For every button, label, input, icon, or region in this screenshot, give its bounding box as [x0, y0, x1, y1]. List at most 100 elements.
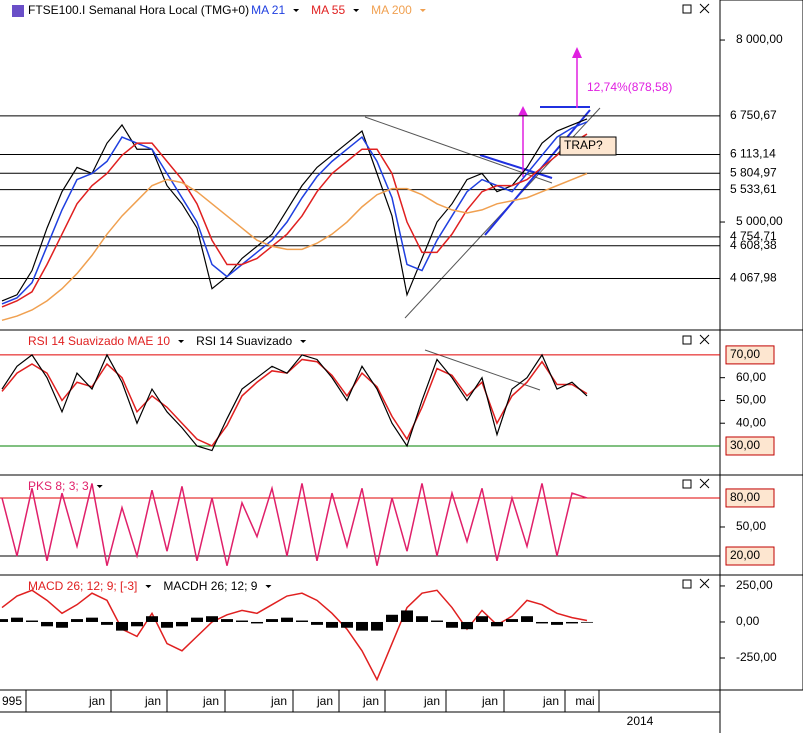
histogram-bar	[581, 621, 593, 623]
histogram-bar	[341, 621, 353, 628]
y-tick-label: 8 000,00	[736, 32, 783, 46]
symbol-icon	[12, 5, 24, 17]
histogram-bar	[11, 617, 23, 622]
legend-entry: RSI 14 Suavizado	[196, 334, 292, 348]
histogram-bar	[206, 616, 218, 622]
annotation: TRAP?	[564, 138, 603, 152]
histogram-bar	[86, 617, 98, 622]
histogram-bar	[131, 621, 143, 627]
histogram-bar	[386, 614, 398, 622]
level-label: 30,00	[730, 438, 760, 452]
histogram-bar	[311, 621, 323, 625]
histogram-bar	[266, 619, 278, 622]
time-label: 995	[2, 694, 22, 708]
histogram-bar	[116, 621, 128, 631]
histogram-bar	[71, 619, 83, 622]
series-line	[1, 358, 588, 447]
histogram-bar	[281, 617, 293, 622]
series-line	[1, 353, 588, 452]
y-tick-label: 50,00	[736, 519, 766, 533]
histogram-bar	[431, 620, 443, 622]
histogram-bar	[551, 621, 563, 625]
level-label: 4 067,98	[730, 271, 777, 285]
histogram-bar	[101, 621, 113, 625]
histogram-bar	[161, 621, 173, 628]
level-label-box	[725, 345, 775, 365]
level-label: 4 608,38	[730, 238, 777, 252]
series-line	[1, 121, 588, 305]
legend-entry: MACD 26; 12; 9; [-3]	[28, 579, 137, 593]
histogram-bar	[236, 620, 248, 622]
histogram-bar	[0, 619, 8, 622]
legend-entry: RSI 14 Suavizado MAE 10	[28, 334, 170, 348]
histogram-bar	[221, 619, 233, 622]
legend-entry: PKS 8; 3; 3	[28, 479, 89, 493]
histogram-bar	[401, 610, 413, 622]
legend-entry: MA 21	[251, 3, 285, 17]
chart-title: FTSE100.I Semanal Hora Local (TMG+0)	[28, 3, 249, 17]
y-tick-label: 5 000,00	[736, 214, 783, 228]
legend-dropdown	[353, 9, 360, 12]
y-tick-label: 250,00	[736, 578, 773, 592]
histogram-bar	[491, 621, 503, 627]
level-label: 4 754,71	[730, 229, 777, 243]
level-label-box	[725, 488, 775, 508]
y-tick-label: 40,00	[736, 415, 766, 429]
histogram-bar	[56, 621, 68, 628]
histogram-bar	[461, 621, 473, 630]
histogram-bar	[476, 616, 488, 622]
trendlines	[364, 47, 601, 391]
level-label: 80,00	[730, 490, 760, 504]
legend-dropdown	[293, 9, 300, 12]
legend-dropdown	[300, 340, 307, 343]
legend-dropdown	[96, 485, 103, 488]
histogram-bar	[506, 619, 518, 622]
histogram-bar	[356, 621, 368, 631]
level-label-box	[725, 436, 775, 456]
level-label: 6 750,67	[730, 108, 777, 122]
histogram-bar	[26, 620, 38, 622]
histogram-bar	[296, 620, 308, 622]
time-label: jan	[316, 694, 333, 708]
histogram-bar	[371, 621, 383, 631]
legend-dropdown	[145, 585, 152, 588]
y-tick-label: 0,00	[736, 614, 760, 628]
legend-dropdown	[419, 9, 426, 12]
histogram-bar	[191, 617, 203, 622]
legend-entry: MACDH 26; 12; 9	[163, 579, 257, 593]
level-label-box	[725, 546, 775, 566]
histogram-bar	[41, 621, 53, 627]
time-label: jan	[88, 694, 105, 708]
histogram-bar	[146, 616, 158, 622]
time-label: jan	[270, 694, 287, 708]
time-label: jan	[202, 694, 219, 708]
legend-entry: MA 200	[371, 3, 412, 17]
annotation: 12,74%(878,58)	[587, 80, 672, 94]
panel-borders	[0, 329, 803, 733]
series-line	[1, 483, 588, 566]
y-tick-label: -250,00	[736, 650, 777, 664]
annotation-box	[559, 136, 617, 156]
series-line	[1, 133, 588, 308]
histogram-bar	[536, 621, 548, 624]
series-line	[1, 172, 588, 322]
legend-dropdown	[265, 585, 272, 588]
level-label: 20,00	[730, 548, 760, 562]
histogram-bar	[176, 621, 188, 627]
histogram-bar	[416, 616, 428, 622]
time-label: jan	[144, 694, 161, 708]
histogram-bar	[326, 621, 338, 628]
level-label: 5 804,97	[730, 165, 777, 179]
legend-entry: MA 55	[311, 3, 345, 17]
panel-icons[interactable]	[682, 3, 710, 589]
histogram-bar	[251, 621, 263, 624]
y-tick-label: 60,00	[736, 370, 766, 384]
time-label: jan	[362, 694, 379, 708]
year-label: 2014	[627, 714, 654, 728]
time-label: jan	[542, 694, 559, 708]
y-tick-label: 50,00	[736, 393, 766, 407]
histogram-bar	[446, 621, 458, 628]
time-label: jan	[423, 694, 440, 708]
